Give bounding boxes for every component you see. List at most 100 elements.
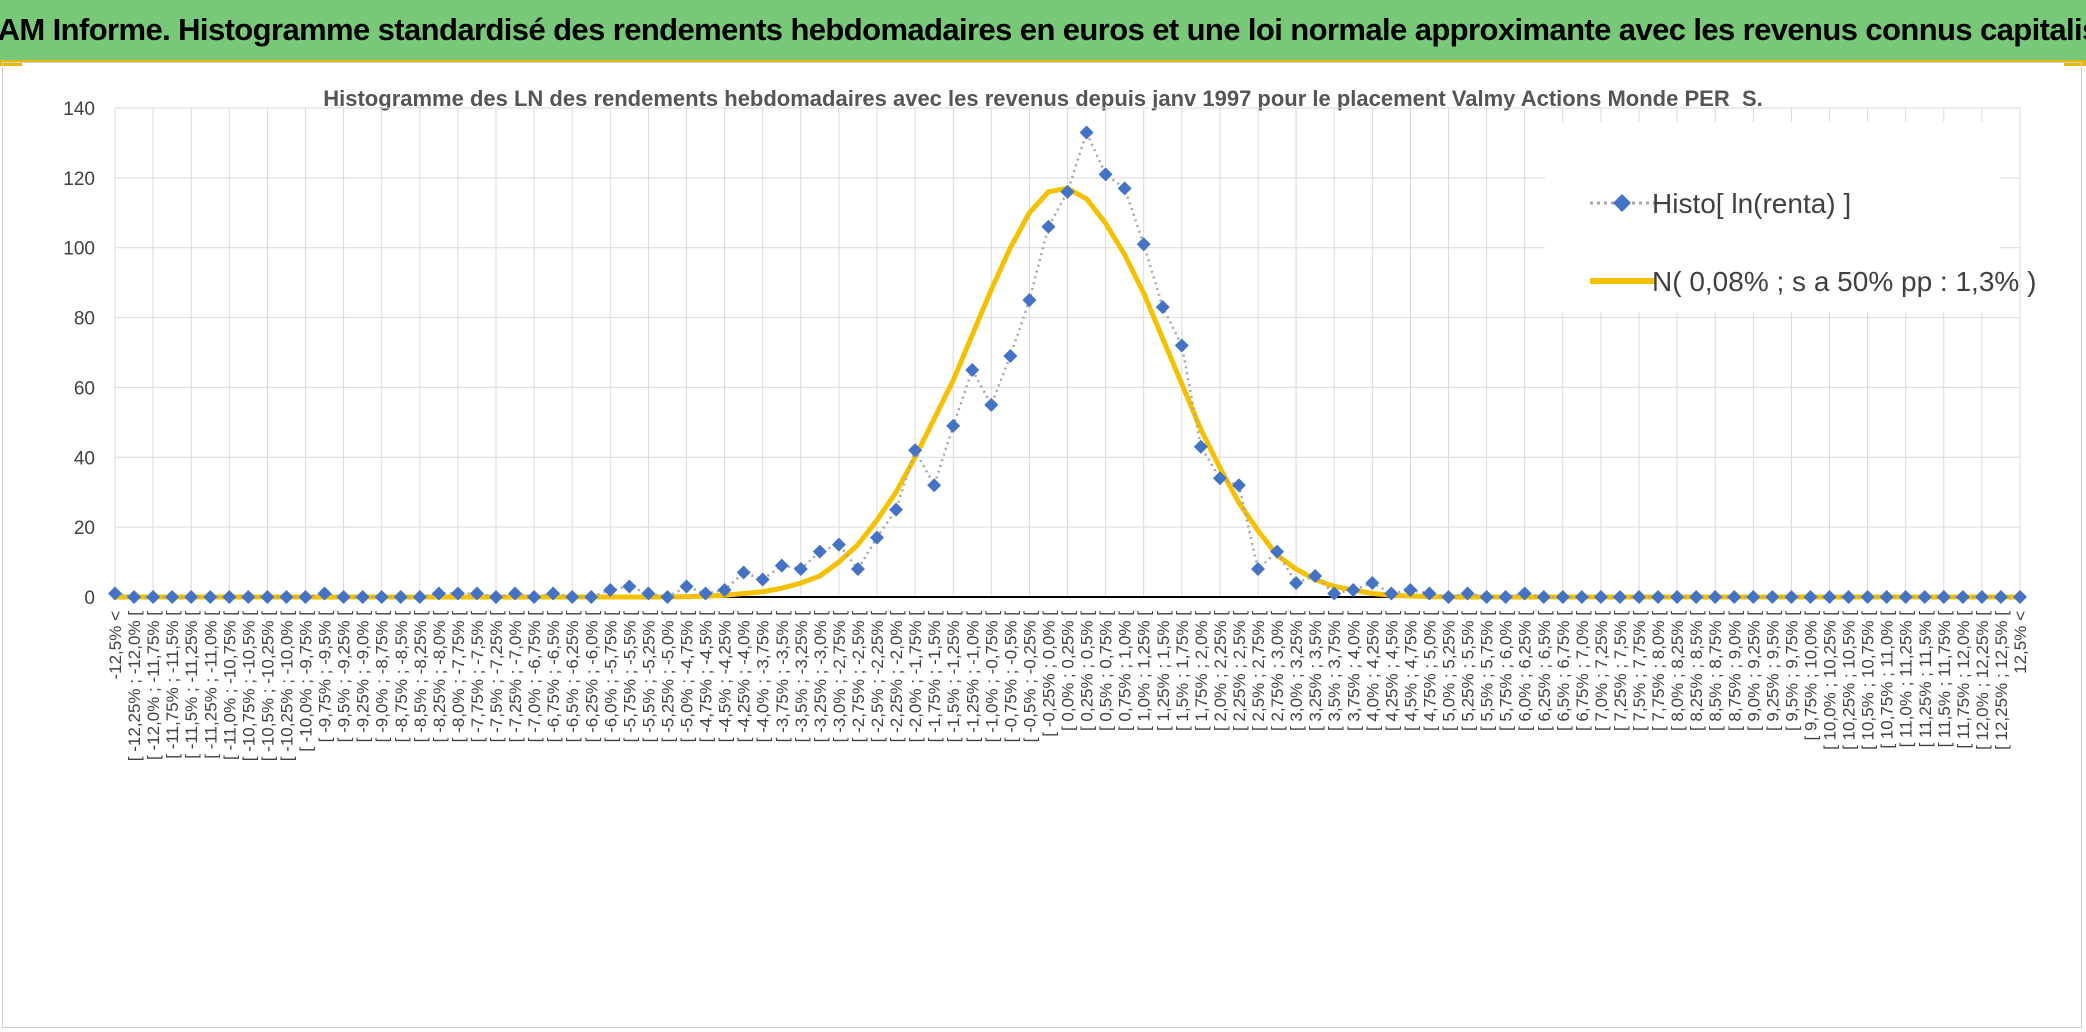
x-tick-label: [ 7,0% ; 7,25% [ <box>1592 611 1611 731</box>
histogram-series <box>108 125 2027 604</box>
x-tick-label: [ -1,5% ; -1,25% [ <box>944 611 963 743</box>
x-tick-label: -12,5% < <box>106 611 125 680</box>
x-tick-label: [ 0,75% ; 1,0% [ <box>1116 611 1135 731</box>
histogram-point <box>1860 590 1875 604</box>
x-tick-label: [ -11,0% ; -10,75% [ <box>220 611 239 760</box>
x-tick-label: [ -10,5% ; -10,25% [ <box>258 611 277 762</box>
x-tick-label: [ 10,5% ; 10,75% [ <box>1859 611 1878 750</box>
histogram-point <box>1365 576 1380 591</box>
x-tick-label: [ -7,75% ; -7,5% [ <box>468 611 487 743</box>
legend-histo-label: Histo[ ln(renta) ] <box>1652 188 1851 219</box>
histogram-point <box>1803 590 1818 604</box>
histogram-point <box>489 590 503 604</box>
histogram-point <box>1212 471 1227 486</box>
histogram-point <box>1098 167 1113 182</box>
histogram-point <box>279 590 294 604</box>
x-tick-label: [ 11,25% ; 11,5% [ <box>1916 611 1935 748</box>
histogram-point <box>889 502 904 517</box>
x-tick-label: [ -9,75% ; -9,5% [ <box>316 611 335 743</box>
x-tick-label: [ 7,5% ; 7,75% [ <box>1630 611 1649 731</box>
histogram-point <box>1422 586 1437 601</box>
histogram-point <box>1403 583 1418 598</box>
histogram-point <box>222 590 237 604</box>
x-tick-label: [ 8,25% ; 8,5% [ <box>1687 611 1706 731</box>
histogram-point <box>431 586 446 601</box>
histogram-point <box>298 590 313 604</box>
histogram-point <box>984 397 999 412</box>
histogram-point <box>1117 181 1132 196</box>
x-tick-label: [ 1,5% ; 1,75% [ <box>1173 611 1192 731</box>
histogram-point <box>412 590 427 604</box>
x-tick-label: [ 5,25% ; 5,5% [ <box>1459 611 1478 731</box>
x-tick-label: [ 12,0% ; 12,25% [ <box>1973 611 1992 750</box>
x-tick-label: [ 3,5% ; 3,75% [ <box>1325 611 1344 731</box>
x-tick-label: [ 2,75% ; 3,0% [ <box>1268 611 1287 731</box>
x-tick-label: [ 11,75% ; 12,0% [ <box>1954 611 1973 749</box>
x-tick-label: [ 4,5% ; 4,75% [ <box>1401 611 1420 731</box>
x-tick-label: [ 7,75% ; 8,0% [ <box>1649 611 1668 731</box>
x-tick-label: [ -6,0% ; -5,75% [ <box>601 611 620 743</box>
x-tick-label: [ 1,25% ; 1,5% [ <box>1154 611 1173 731</box>
x-tick-label: [ 2,5% ; 2,75% [ <box>1249 611 1268 731</box>
x-tick-label: 12,5% < <box>2011 611 2030 674</box>
x-tick-label: [ -6,5% ; -6,25% [ <box>563 611 582 743</box>
histogram-point <box>146 590 161 604</box>
x-tick-label: [ -9,5% ; -9,25% [ <box>335 611 354 743</box>
histogram-point <box>1746 590 1761 604</box>
x-tick-label: [ 10,0% ; 10,25% [ <box>1821 611 1840 750</box>
histogram-point <box>1670 590 1685 604</box>
x-tick-label: [ -11,25% ; -11,0% [ <box>201 611 220 759</box>
histogram-point <box>1136 237 1151 252</box>
x-tick-label: [ -8,25% ; -8,0% [ <box>430 611 449 743</box>
x-tick-label: [ 8,75% ; 9,0% [ <box>1725 611 1744 731</box>
histogram-point <box>1879 590 1894 604</box>
x-tick-label: [ -3,75% ; -3,5% [ <box>773 611 792 743</box>
x-tick-label: [ -6,75% ; -6,5% [ <box>544 611 563 743</box>
x-tick-label: [ 3,75% ; 4,0% [ <box>1344 611 1363 731</box>
x-tick-label: [ 10,25% ; 10,5% [ <box>1840 611 1859 750</box>
histogram-point <box>1632 590 1646 604</box>
histogram-point <box>1060 184 1075 199</box>
histogram-point <box>1193 439 1208 454</box>
grid-lines <box>114 107 2021 597</box>
x-tick-label: [ 9,0% ; 9,25% [ <box>1744 611 1763 731</box>
histogram-point <box>1574 590 1589 604</box>
x-tick-label: [ 3,25% ; 3,5% [ <box>1306 611 1325 731</box>
histogram-point <box>546 586 561 601</box>
x-tick-label: [ -0,25% ; 0,0% [ <box>1039 611 1058 737</box>
x-tick-label: [ 6,25% ; 6,5% [ <box>1535 611 1554 731</box>
x-tick-label: [ -2,75% ; -2,5% [ <box>849 611 868 743</box>
histogram-point <box>1689 590 1704 604</box>
histogram-point <box>965 362 980 377</box>
x-tick-label: [ -2,5% ; -2,25% [ <box>868 611 887 743</box>
x-tick-label: [ -4,5% ; -4,25% [ <box>716 611 735 743</box>
y-tick-label: 120 <box>63 169 95 190</box>
histogram-point <box>203 590 218 604</box>
histogram-point <box>812 544 827 559</box>
x-tick-label: [ 0,25% ; 0,5% [ <box>1078 611 1097 731</box>
histogram-point <box>184 590 199 604</box>
x-axis-ticks: -12,5% <[ -12,25% ; -12,0% [[ -12,0% ; -… <box>106 611 2030 762</box>
histogram-point <box>469 586 484 601</box>
histogram-point <box>1784 590 1799 604</box>
histogram-point <box>1289 576 1304 591</box>
histogram-point <box>1955 590 1970 604</box>
x-tick-label: [ -0,5% ; -0,25% [ <box>1020 611 1039 743</box>
histogram-point <box>1003 348 1018 363</box>
histogram-point <box>1555 590 1570 604</box>
histogram-point <box>1517 586 1532 601</box>
histogram-point <box>679 579 694 594</box>
x-tick-label: [ -3,0% ; -2,75% [ <box>830 611 849 743</box>
histogram-point <box>1270 544 1285 559</box>
x-tick-label: [ 7,25% ; 7,5% [ <box>1611 611 1630 731</box>
histogram-point <box>527 590 542 604</box>
histogram-point <box>1460 586 1475 601</box>
histogram-point <box>660 590 675 604</box>
x-tick-label: [ 10,75% ; 11,0% [ <box>1878 611 1897 749</box>
histogram-point <box>1079 125 1094 140</box>
histogram-point <box>774 558 789 573</box>
x-tick-label: [ -1,25% ; -1,0% [ <box>963 611 982 743</box>
y-tick-label: 0 <box>84 588 95 609</box>
histogram-point <box>127 590 142 604</box>
page-banner: ADAM Informe. Histogramme standardisé de… <box>0 0 2086 63</box>
